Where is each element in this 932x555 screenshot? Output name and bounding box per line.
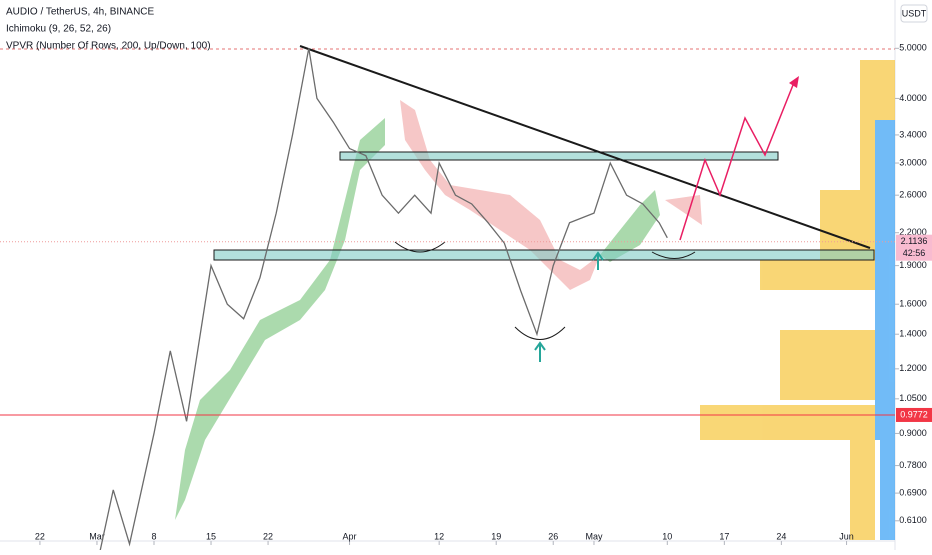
y-tick-label: 3.4000: [899, 129, 927, 139]
y-tick-label: 0.7800: [899, 460, 927, 470]
x-tick-label: May: [585, 531, 603, 541]
x-tick-label: 19: [491, 531, 501, 541]
indicator: VPVR (Number Of Rows, 200, Up/Down, 100): [6, 41, 211, 52]
x-tick-label: 12: [434, 531, 444, 541]
arrow-up: [592, 251, 604, 270]
x-tick-label: 17: [719, 531, 729, 541]
y-tick-label: 1.9000: [899, 260, 927, 270]
level-label: 0.9772: [900, 409, 928, 419]
x-tick-label: 8: [151, 531, 156, 541]
y-tick-label: 1.4000: [899, 329, 927, 339]
x-tick-label: 10: [662, 531, 672, 541]
y-tick-label: 2.6000: [899, 190, 927, 200]
y-tick-label: 2.2000: [899, 227, 927, 237]
y-tick-label: 1.0500: [899, 393, 927, 403]
level-label-box: [896, 407, 932, 422]
support-zone: [213, 249, 875, 261]
y-tick-label: 3.0000: [899, 157, 927, 167]
x-tick-label: 15: [206, 531, 216, 541]
y-tick-label: 1.2000: [899, 363, 927, 373]
x-tick-label: 26: [548, 531, 558, 541]
price-line: [98, 48, 668, 555]
volume-profile: [700, 60, 895, 540]
projection: [679, 79, 796, 241]
countdown: 42:56: [903, 248, 926, 258]
ichimoku-cloud: [175, 100, 702, 520]
x-tick-label: 22: [263, 531, 273, 541]
x-tick-label: 24: [776, 531, 786, 541]
x-tick-label: 22: [35, 531, 45, 541]
curve: [651, 251, 696, 259]
last-price: 2.1136: [901, 236, 928, 246]
y-tick-label: 0.6900: [899, 487, 927, 497]
x-tick-label: Jun: [839, 531, 854, 541]
curve: [394, 241, 446, 253]
y-tick-label: 1.6000: [899, 299, 927, 309]
projection-arrow: [789, 76, 799, 88]
y-tick-label: 5.0000: [899, 43, 927, 53]
y-tick-label: 4.0000: [899, 93, 927, 103]
y-tick-label: 0.6100: [899, 515, 927, 525]
indicator: Ichimoku (9, 26, 52, 26): [6, 24, 111, 35]
x-tick-label: Mar: [89, 531, 105, 541]
x-tick-label: Apr: [343, 531, 357, 541]
symbol: AUDIO / TetherUS, 4h, BINANCE: [6, 7, 155, 18]
resistance-zone: [339, 151, 779, 161]
currency[interactable]: USDT: [902, 8, 927, 18]
curve: [514, 326, 566, 340]
y-tick-label: 0.9000: [899, 428, 927, 438]
trendline: [299, 45, 871, 249]
last-price-box: [896, 234, 932, 261]
currency-button[interactable]: [900, 4, 928, 23]
arrow-up: [534, 341, 546, 362]
